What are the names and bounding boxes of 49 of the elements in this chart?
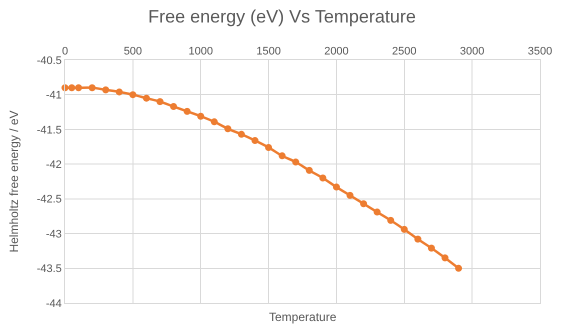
point [184,108,191,115]
y-tick-label: -43 [46,228,62,240]
point [387,216,394,224]
point [442,254,448,262]
point [319,174,326,182]
point [224,125,232,132]
point [360,200,368,208]
point [75,84,82,92]
point [252,137,258,144]
point [238,130,245,138]
y-tick-label: -41.5 [36,124,62,136]
y-tick-label: -44 [46,298,62,310]
point [292,158,300,166]
x-axis-title: Temperature [269,310,337,324]
point [455,264,462,272]
point [88,84,96,92]
point [170,103,178,110]
x-tick-label: 2500 [392,46,417,58]
point [400,226,408,233]
y-tick-label: -40.5 [36,54,62,67]
point [116,88,123,96]
point [265,144,272,151]
y-tick-label: -42 [46,158,62,171]
point [414,236,422,243]
point [102,86,110,94]
x-tick-label: 1500 [256,46,281,58]
point [346,192,354,199]
x-tick-label: 500 [124,46,142,58]
y-axis-title: Helmholtz free energy / eV [7,110,22,253]
y-tick-label: -42.5 [36,194,62,206]
point [374,208,381,216]
point [142,94,150,102]
x-tick-label: 1000 [188,46,213,58]
point [197,112,204,120]
point [332,184,340,191]
point [428,244,435,252]
y-tick-label: -43.5 [36,263,62,276]
point [129,91,136,98]
x-tick-label: 3500 [528,46,552,58]
point [68,84,76,92]
x-tick-label: 0 [62,46,68,58]
point [156,98,164,106]
x-tick-label: 2000 [324,46,349,58]
y-tick-label: -41 [46,90,62,102]
point [306,166,313,174]
chart-title: Free energy (eV) Vs Temperature [148,6,416,27]
point [278,152,286,160]
point [210,118,218,126]
x-tick-label: 3000 [460,46,484,58]
